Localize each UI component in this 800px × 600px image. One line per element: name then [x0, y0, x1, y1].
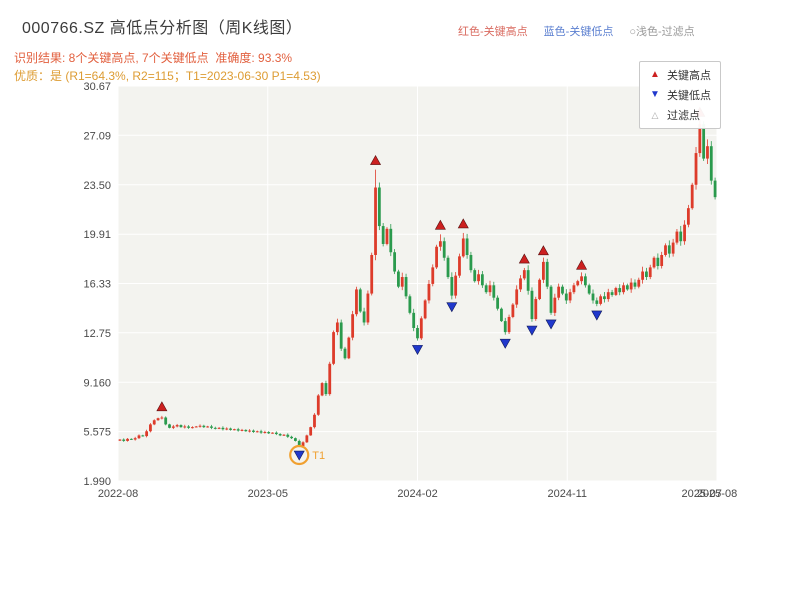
color-key-high-label: 红色-关键高点 — [458, 26, 528, 38]
svg-text:12.75: 12.75 — [83, 328, 111, 340]
svg-text:16.33: 16.33 — [83, 279, 111, 291]
svg-text:27.09: 27.09 — [83, 130, 111, 142]
svg-text:2023-05: 2023-05 — [248, 488, 288, 500]
svg-text:2024-02: 2024-02 — [397, 488, 437, 500]
page-title: 000766.SZ 高低点分析图（周K线图） — [22, 20, 303, 37]
triangle-outline-icon: △ — [651, 109, 659, 120]
color-key-filter-label: ○浅色-过滤点 — [629, 26, 695, 38]
svg-text:2022-08: 2022-08 — [98, 488, 138, 500]
svg-text:2025-08: 2025-08 — [697, 488, 737, 500]
legend-item-key-high-label: 关键高点 — [667, 70, 711, 82]
quality-result-text: 优质：是 (R1=64.3%, R2=115；T1=2023-06-30 P1=… — [14, 69, 321, 83]
legend-item-filtered-label: 过滤点 — [667, 110, 700, 122]
svg-text:19.91: 19.91 — [83, 229, 111, 241]
svg-text:2024-11: 2024-11 — [547, 488, 587, 500]
legend-item-key-low: ▼ 关键低点 — [649, 87, 711, 103]
color-key: 红色-关键高点 蓝色-关键低点 ○浅色-过滤点 — [458, 23, 695, 39]
svg-text:5.575: 5.575 — [83, 427, 111, 439]
chart-legend: ▲ 关键高点 ▼ 关键低点 △ 过滤点 — [639, 61, 721, 129]
svg-text:30.67: 30.67 — [83, 81, 111, 93]
legend-item-key-low-label: 关键低点 — [667, 90, 711, 102]
legend-item-filtered: △ 过滤点 — [649, 107, 711, 123]
svg-text:2025-07: 2025-07 — [681, 488, 721, 500]
legend-item-key-high: ▲ 关键高点 — [649, 67, 711, 83]
triangle-up-icon: ▲ — [650, 69, 660, 80]
triangle-down-icon: ▼ — [650, 89, 660, 100]
svg-text:9.160: 9.160 — [83, 377, 111, 389]
svg-text:1.990: 1.990 — [83, 476, 111, 488]
svg-text:T1: T1 — [312, 450, 325, 462]
recognition-result-text: 识别结果: 8个关键高点, 7个关键低点 准确度: 93.3% — [14, 51, 293, 65]
color-key-low-label: 蓝色-关键低点 — [543, 26, 614, 38]
svg-text:23.50: 23.50 — [83, 180, 111, 192]
